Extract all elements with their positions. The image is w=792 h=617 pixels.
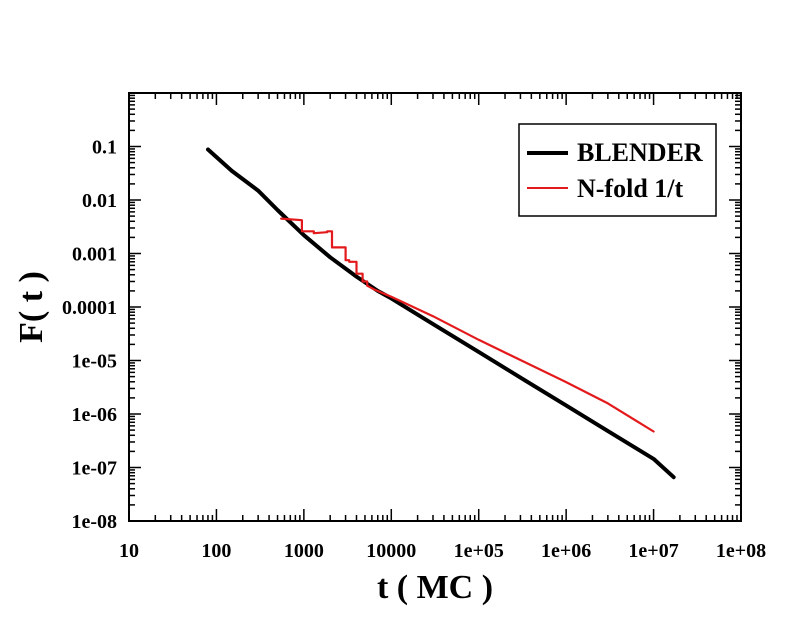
legend: BLENDER N-fold 1/t [518,123,717,217]
y-tick-label: 1e-08 [71,511,117,533]
legend-box [518,123,717,217]
x-tick-label: 10 [119,540,139,562]
x-tick-label: 1e+07 [628,540,678,562]
x-tick-label: 1000 [284,540,324,562]
x-tick-label: 10000 [366,540,416,562]
legend-label-blender: BLENDER [577,138,703,167]
y-tick-label: 0.0001 [62,297,117,319]
y-tick-label: 1e-07 [71,458,117,480]
y-tick-label: 0.01 [82,190,117,212]
y-tick-label: 0.001 [72,244,117,266]
y-axis-label: F( t ) [13,271,50,343]
legend-label-nfold: N-fold 1/t [577,174,684,203]
y-tick-labels: 1e-08 1e-07 1e-06 1e-05 0.0001 0.001 0.01 0.1 [62,137,117,534]
axis-ticks [128,93,741,522]
x-tick-labels: 10 100 1000 10000 1e+05 1e+06 1e+07 1e+08 [119,540,766,562]
y-tick-label: 0.1 [92,137,117,159]
x-axis-label: t ( MC ) [377,569,493,606]
x-tick-label: 1e+08 [716,540,766,562]
x-tick-label: 100 [201,540,231,562]
y-tick-label: 1e-05 [71,351,117,373]
series-layer [206,147,676,480]
x-tick-label: 1e+06 [541,540,591,562]
series-line-nfold [280,217,655,433]
x-tick-label: 1e+05 [454,540,504,562]
y-tick-label: 1e-06 [71,404,117,426]
